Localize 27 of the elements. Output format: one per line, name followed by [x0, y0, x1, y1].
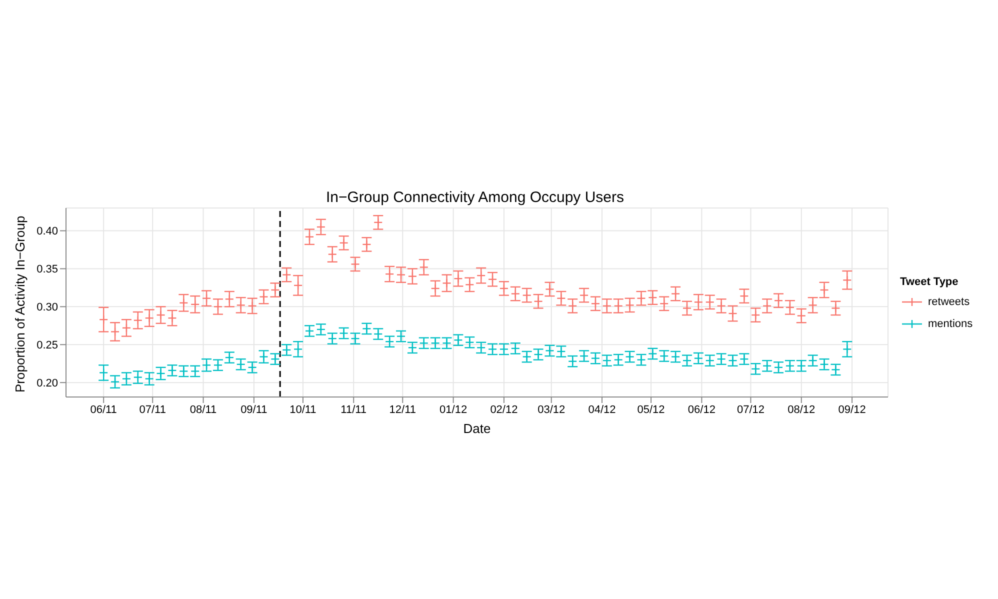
x-tick-label: 11/11	[340, 404, 367, 416]
x-tick-label: 08/11	[190, 404, 217, 416]
y-tick-label: 0.20	[36, 377, 58, 390]
x-tick-label: 02/12	[490, 404, 518, 416]
x-tick-label: 08/12	[788, 404, 816, 416]
y-tick-label: 0.35	[36, 264, 58, 276]
x-tick-label: 04/12	[588, 404, 616, 416]
legend-label: retweets	[928, 296, 970, 308]
x-axis-title: Date	[463, 421, 491, 436]
y-tick-label: 0.25	[36, 340, 58, 352]
x-tick-label: 10/11	[290, 404, 316, 416]
y-axis-title: Proportion of Activity In−Group	[12, 216, 28, 392]
y-tick-label: 0.40	[36, 226, 58, 238]
x-tick-label: 09/11	[240, 404, 268, 416]
chart-title: In−Group Connectivity Among Occupy Users	[324, 189, 626, 206]
x-tick-label: 07/12	[736, 404, 764, 416]
x-tick-label: 06/11	[90, 404, 117, 416]
y-tick-label: 0.30	[36, 302, 58, 314]
x-tick-label: 05/12	[637, 404, 665, 416]
x-tick-label: 09/12	[838, 404, 866, 416]
legend-label: mentions	[928, 318, 973, 330]
x-tick-label: 03/12	[538, 404, 566, 416]
x-tick-label: 01/12	[440, 404, 468, 416]
x-tick-label: 07/11	[139, 404, 166, 416]
legend-title: Tweet Type	[900, 276, 960, 288]
x-tick-label: 12/11	[389, 404, 416, 416]
x-tick-label: 06/12	[688, 404, 716, 416]
